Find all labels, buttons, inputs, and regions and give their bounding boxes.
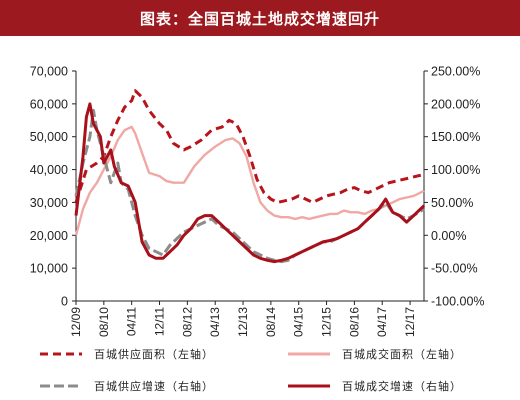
series-line-1 [74,89,425,204]
series-line-2 [74,125,425,236]
x-tick-label: 08/10 [97,307,111,337]
left-tick-label: 30,000 [30,196,68,210]
left-tick-label: 70,000 [30,65,68,79]
right-tick-label: -100.00% [431,295,485,309]
x-tick-label: 04/17 [375,307,389,337]
left-tick-label: 0 [61,295,68,309]
chart-title: 图表：全国百城土地成交增速回升 [139,9,380,28]
x-tick-label: 12/09 [69,307,83,337]
right-tick-label: 100.00% [431,163,480,177]
left-tick-label: 20,000 [30,229,68,243]
x-tick-label: 08/14 [264,307,278,337]
line-chart: 0 10,000 20,000 30,000 40,000 50,000 60,000 70,… [30,65,485,394]
x-tick-label: 12/11 [153,307,167,336]
x-tick-label: 12/17 [403,307,417,337]
chart-header-bar: 图表：全国百城土地成交增速回升 [0,0,520,36]
x-tick-label: 12/15 [320,307,334,337]
x-tick-label: 04/13 [208,307,222,337]
x-tick-label: 08/16 [347,307,361,337]
left-tick-label: 10,000 [30,262,68,276]
right-tick-label: 0.00% [431,229,466,243]
right-tick-label: 150.00% [431,130,480,144]
series-line-4 [74,102,426,264]
left-tick-label: 40,000 [30,163,68,177]
legend-label-2: 百城成交面积（左轴） [342,347,462,361]
legend-label-3: 百城供应增速（右轴） [94,379,214,393]
x-tick-label: 08/12 [180,307,194,337]
left-tick-label: 50,000 [30,130,68,144]
left-tick-label: 60,000 [30,97,68,111]
x-tick-label: 04/15 [292,307,306,337]
right-tick-label: 250.00% [431,65,480,79]
x-tick-label: 12/13 [236,307,250,337]
right-tick-label: 50.00% [431,196,473,210]
legend-label-4: 百城成交增速（右轴） [342,379,462,393]
x-tick-label: 04/11 [125,307,139,336]
right-tick-label: -50.00% [431,262,478,276]
right-tick-label: 200.00% [431,97,480,111]
legend-label-1: 百城供应面积（左轴） [94,347,214,361]
